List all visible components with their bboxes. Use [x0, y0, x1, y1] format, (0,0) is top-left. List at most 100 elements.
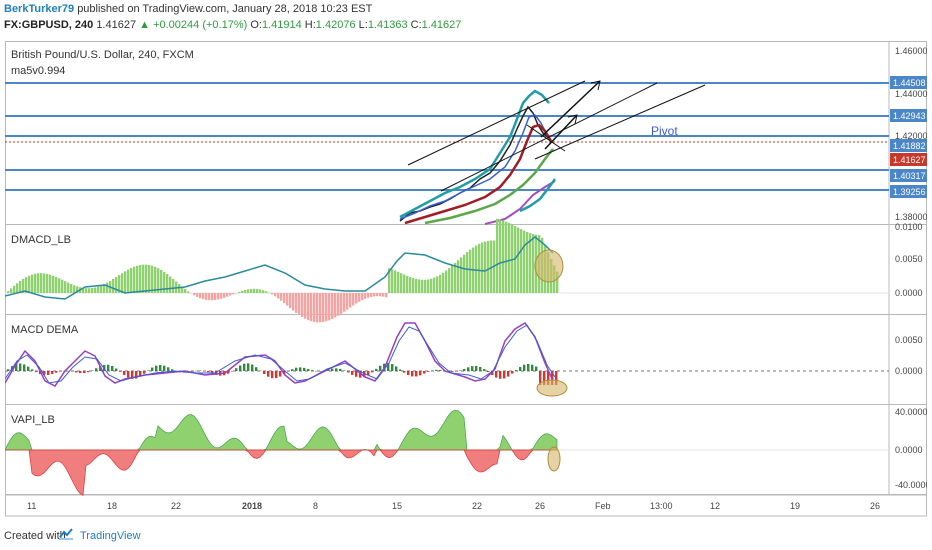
- last-price: 1.41627: [96, 19, 137, 31]
- ohlc-close-key: C:: [410, 19, 422, 31]
- histogram-bar: [507, 371, 510, 377]
- histogram-bar: [256, 288, 259, 293]
- pane-tick: 0.0000: [895, 445, 923, 455]
- channel-line[interactable]: [440, 82, 658, 192]
- arrow-head: [590, 80, 601, 91]
- histogram-bar: [431, 370, 434, 371]
- symbol-label[interactable]: FX:GBPUSD, 240: [4, 19, 94, 31]
- pane-tick: 40.0000: [895, 407, 927, 417]
- macd-axis: 0.0050 0.0000: [895, 335, 923, 376]
- histogram-bar: [111, 365, 114, 371]
- vapi-pane[interactable]: VAPI_LB 40.0000 0.0000 -40.0000: [5, 407, 927, 497]
- histogram-bar: [61, 279, 64, 293]
- horizontal-levels[interactable]: [5, 82, 889, 191]
- histogram-bar: [527, 363, 530, 371]
- time-tick: Feb: [595, 501, 611, 511]
- histogram-bar: [316, 293, 319, 323]
- histogram-bar: [334, 293, 337, 318]
- histogram-bar: [215, 371, 218, 375]
- histogram-bar: [15, 364, 18, 371]
- histogram-bar: [387, 363, 390, 371]
- histogram-bar: [107, 364, 110, 371]
- histogram-bar: [139, 371, 142, 377]
- time-tick: 2018: [242, 501, 262, 511]
- main-pane[interactable]: British Pound/U.S. Dollar, 240, FXCM ma5…: [5, 46, 927, 225]
- histogram-bar: [259, 289, 262, 293]
- author-link[interactable]: BerkTurker79: [4, 3, 75, 15]
- tradingview-logo-icon[interactable]: [58, 526, 74, 542]
- channel-line[interactable]: [407, 80, 586, 166]
- histogram-bar: [238, 291, 241, 293]
- trend-lines[interactable]: [407, 80, 706, 192]
- histogram-bar: [259, 370, 262, 372]
- indicator-label[interactable]: ma5v0.994: [11, 65, 65, 77]
- time-tick: 15: [392, 501, 402, 511]
- histogram-bar: [319, 371, 322, 372]
- histogram-bar: [79, 371, 82, 374]
- histogram-bar: [403, 274, 406, 293]
- tradingview-brand-link[interactable]: TradingView: [80, 530, 141, 542]
- macd-signal: [5, 324, 556, 384]
- histogram-bar: [455, 371, 458, 372]
- dmacd-signal: [5, 236, 554, 300]
- histogram-bar: [286, 293, 289, 306]
- histogram-bar: [262, 290, 265, 293]
- histogram-bar: [427, 371, 430, 372]
- histogram-bar: [135, 371, 138, 379]
- histogram-bar: [295, 293, 298, 313]
- price-tick: 1.38000: [895, 212, 927, 222]
- pane-title: VAPI_LB: [11, 414, 55, 426]
- histogram-bar: [419, 371, 422, 376]
- histogram-bar: [43, 371, 46, 376]
- histogram-bar: [406, 275, 409, 293]
- pane-tick: 0.0000: [895, 288, 923, 298]
- histogram-bar: [328, 293, 331, 321]
- candle-trace: [399, 105, 551, 222]
- price-change: ▲ +0.00244 (+0.17%): [139, 19, 248, 31]
- histogram-bar: [51, 371, 54, 375]
- histogram-bar: [487, 371, 490, 373]
- histogram-bar: [499, 371, 502, 379]
- histogram-bar: [467, 367, 470, 371]
- histogram-bar: [379, 293, 382, 297]
- channel-line[interactable]: [534, 84, 706, 160]
- ohlc-high: 1.42076: [315, 19, 356, 31]
- projection-arrow[interactable]: [540, 80, 601, 138]
- histogram-bar: [388, 268, 391, 293]
- histogram-bar: [531, 364, 534, 371]
- histogram-bar: [250, 288, 253, 293]
- pivot-line[interactable]: [526, 124, 566, 152]
- time-axis[interactable]: 11 18 22 2018 8 15 22 26 Feb 13:00 12 19…: [27, 501, 880, 511]
- histogram-bar: [490, 240, 493, 293]
- histogram-bar: [13, 285, 16, 293]
- histogram-bar: [265, 291, 268, 293]
- ohlc-close: 1.41627: [421, 19, 462, 31]
- histogram-bar: [235, 368, 238, 371]
- histogram-bar: [491, 371, 494, 376]
- histogram-bar: [25, 277, 28, 293]
- chart-canvas[interactable]: British Pound/U.S. Dollar, 240, FXCM ma5…: [5, 41, 927, 517]
- price-tick: 1.46000: [895, 46, 927, 56]
- ma-green: [424, 148, 554, 225]
- histogram-bar: [481, 242, 484, 293]
- dmacd-pane[interactable]: DMACD_LB 0.0100 0.0050 0.0000: [5, 218, 923, 323]
- histogram-bar: [400, 273, 403, 293]
- histogram-bar: [67, 370, 70, 372]
- histogram-bar: [299, 367, 302, 371]
- histogram-bar: [7, 291, 10, 293]
- histogram-bar: [172, 278, 175, 293]
- pivot-annotation[interactable]: Pivot: [651, 124, 678, 138]
- histogram-bar: [251, 364, 254, 371]
- level-badge-label: 1.39256: [893, 187, 926, 197]
- histogram-bar: [211, 371, 214, 374]
- ohlc-open-key: O:: [250, 19, 262, 31]
- histogram-bar: [181, 286, 184, 293]
- projection-arrow[interactable]: [544, 114, 578, 150]
- histogram-bar: [463, 254, 466, 293]
- histogram-bar: [151, 367, 154, 371]
- histogram-bar: [47, 371, 50, 375]
- histogram-bar: [88, 288, 91, 293]
- histogram-bar: [495, 371, 498, 378]
- macd-dema-pane[interactable]: MACD DEMA 0.0050 0.0000: [5, 322, 923, 397]
- price-series[interactable]: [399, 89, 557, 225]
